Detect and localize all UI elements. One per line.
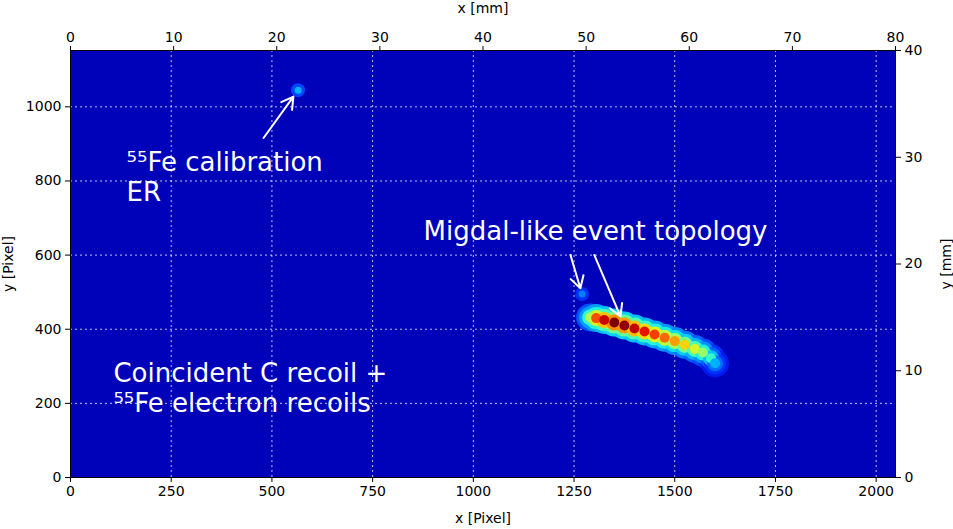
svg-text:40: 40 [905,42,923,58]
svg-text:50: 50 [577,29,595,45]
svg-text:20: 20 [905,255,923,271]
svg-text:1250: 1250 [556,483,592,499]
svg-text:y [mm]: y [mm] [938,239,953,290]
svg-text:80: 80 [887,29,905,45]
svg-text:750: 750 [359,483,386,499]
svg-text:1000: 1000 [26,98,62,114]
svg-text:250: 250 [158,483,185,499]
svg-text:0: 0 [66,29,75,45]
svg-text:500: 500 [259,483,286,499]
svg-text:0: 0 [905,469,914,485]
svg-text:0: 0 [66,483,75,499]
svg-text:y [Pixel]: y [Pixel] [0,236,16,292]
svg-text:2000: 2000 [858,483,894,499]
svg-text:x [Pixel]: x [Pixel] [455,510,511,526]
svg-text:600: 600 [35,247,62,263]
svg-text:60: 60 [680,29,698,45]
svg-text:Coincident C recoil +⁵⁵Fe elec: Coincident C recoil +⁵⁵Fe electron recoi… [113,358,387,418]
svg-text:1500: 1500 [657,483,693,499]
svg-text:1000: 1000 [456,483,492,499]
svg-text:x [mm]: x [mm] [458,0,509,16]
svg-text:40: 40 [474,29,492,45]
svg-text:200: 200 [35,395,62,411]
svg-text:20: 20 [268,29,286,45]
svg-text:⁵⁵Fe calibrationER: ⁵⁵Fe calibrationER [127,147,323,207]
svg-text:Migdal-like event topology: Migdal-like event topology [424,216,768,246]
svg-text:30: 30 [371,29,389,45]
svg-text:1750: 1750 [758,483,794,499]
svg-text:0: 0 [53,469,62,485]
svg-text:10: 10 [905,362,923,378]
svg-text:30: 30 [905,149,923,165]
svg-text:800: 800 [35,172,62,188]
svg-text:70: 70 [783,29,801,45]
svg-text:400: 400 [35,321,62,337]
svg-text:10: 10 [165,29,183,45]
